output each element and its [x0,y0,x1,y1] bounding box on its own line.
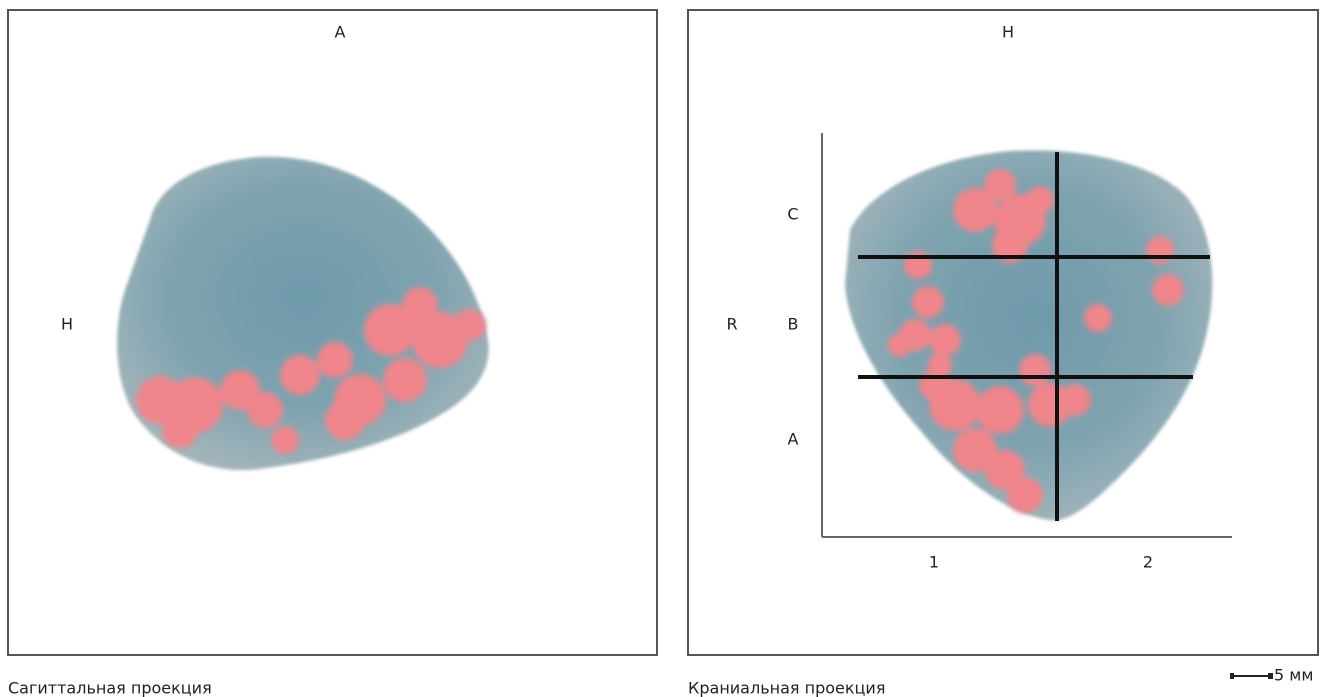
column-label: 2 [1143,553,1153,572]
scale-label: 5 мм [1274,666,1313,685]
figure: A H Сагиттальная проекция H R C B [0,0,1328,697]
row-label: B [788,315,799,334]
top-label: A [335,23,346,42]
caption: Сагиттальная проекция [8,679,212,697]
cranial-panel: H R C B A 1 2 Краниальная проекция [688,10,1318,697]
caption: Краниальная проекция [688,679,885,697]
side-label: R [726,315,737,334]
sagittal-panel: A H Сагиттальная проекция [8,10,657,697]
row-label: A [788,430,799,449]
scale-bar: 5 мм [1230,666,1313,685]
side-label: H [61,315,73,334]
row-label: C [787,205,798,224]
column-label: 1 [929,553,939,572]
scale-end [1268,673,1273,679]
scale-end [1230,673,1234,679]
top-label: H [1002,23,1014,42]
